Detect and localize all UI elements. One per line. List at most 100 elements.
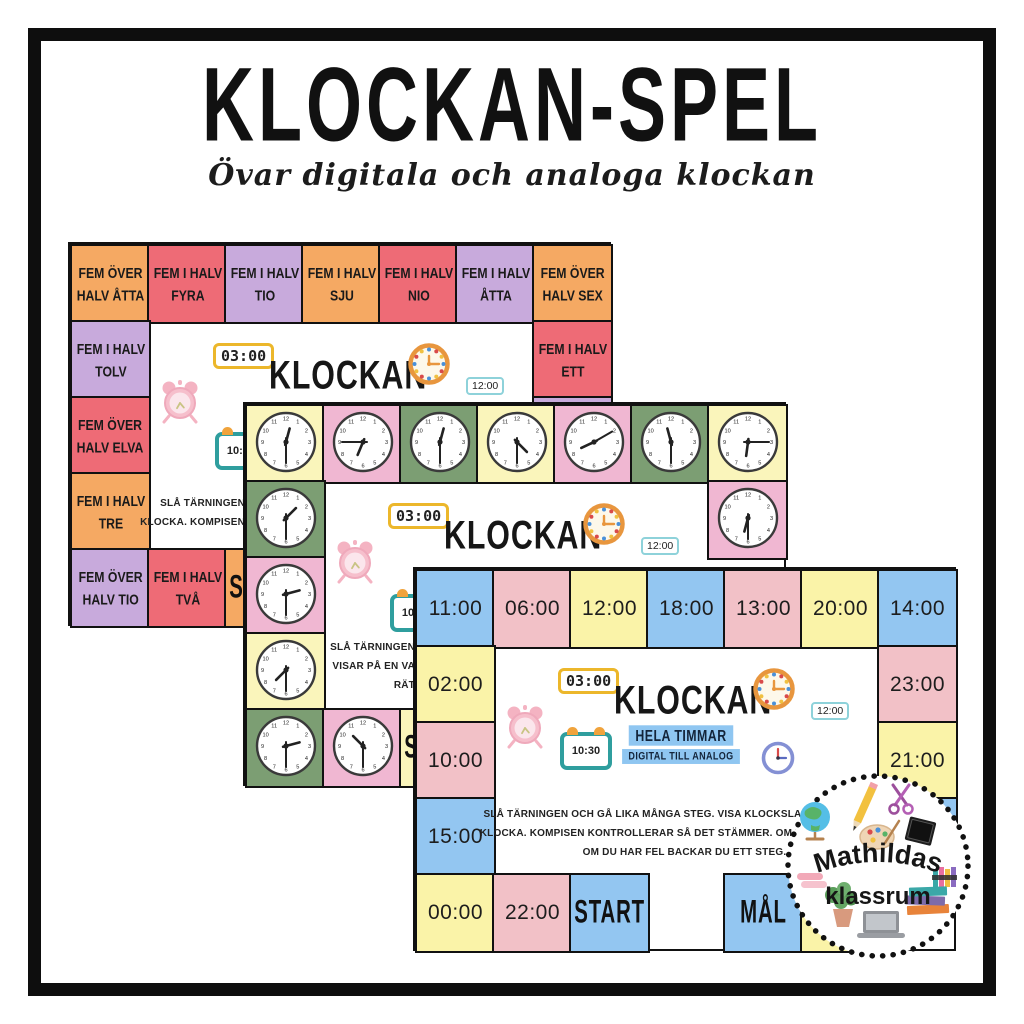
svg-text:5: 5 — [373, 460, 376, 466]
svg-text:11: 11 — [579, 419, 585, 425]
board-cell: 22:00 — [492, 873, 573, 953]
board-title: KLOCKAN — [444, 511, 603, 557]
analog-clock: 1 2 3 4 5 6 7 8 9 10 11 12 — [717, 411, 779, 478]
svg-text:9: 9 — [260, 744, 263, 750]
svg-text:11: 11 — [271, 723, 277, 729]
svg-text:8: 8 — [495, 451, 498, 457]
cell-label: FEM I HALV ÅTTA — [461, 264, 530, 303]
svg-text:3: 3 — [769, 440, 772, 446]
svg-text:1: 1 — [296, 571, 299, 577]
cell-label: FEM I HALV SJU — [307, 264, 376, 303]
svg-text:9: 9 — [260, 668, 263, 674]
cell-time-label: 12:00 — [581, 597, 638, 620]
palette-icon — [859, 819, 901, 850]
svg-text:5: 5 — [296, 612, 299, 618]
svg-text:7: 7 — [580, 460, 583, 466]
cell-label: FEM I HALV FYRA — [153, 264, 222, 303]
svg-text:4: 4 — [381, 451, 384, 457]
svg-text:2: 2 — [304, 656, 307, 662]
logo-art — [902, 803, 914, 815]
svg-text:7: 7 — [734, 460, 737, 466]
cell-time-label: 22:00 — [504, 901, 561, 924]
svg-text:4: 4 — [689, 451, 692, 457]
svg-text:11: 11 — [271, 495, 277, 501]
svg-text:1: 1 — [373, 723, 376, 729]
books-icon — [904, 886, 950, 916]
svg-text:3: 3 — [307, 744, 310, 750]
svg-text:9: 9 — [260, 440, 263, 446]
svg-text:11: 11 — [425, 419, 431, 425]
logo-art — [837, 882, 851, 896]
svg-text:7: 7 — [657, 460, 660, 466]
svg-text:11: 11 — [348, 723, 354, 729]
svg-text:11: 11 — [271, 571, 277, 577]
svg-text:8: 8 — [341, 755, 344, 761]
cell-time-label: 02:00 — [427, 673, 484, 696]
svg-text:5: 5 — [296, 460, 299, 466]
board-instructions: SLÅ TÄRNINGEN KLOCKA. KOMPISEN — [140, 498, 245, 528]
logo-art — [867, 829, 873, 835]
svg-text:10: 10 — [262, 656, 268, 662]
clock-cell: 1 2 3 4 5 6 7 8 9 10 11 12 — [707, 404, 788, 484]
svg-text:1: 1 — [758, 495, 761, 501]
svg-text:3: 3 — [615, 440, 618, 446]
svg-text:2: 2 — [689, 428, 692, 434]
svg-text:6: 6 — [284, 767, 287, 773]
globe-icon — [800, 802, 830, 841]
svg-text:2: 2 — [535, 428, 538, 434]
digital-clock-icon: 03:00 — [213, 343, 275, 369]
svg-text:4: 4 — [381, 755, 384, 761]
svg-text:7: 7 — [734, 536, 737, 542]
laptop-icon — [857, 911, 905, 938]
svg-text:6: 6 — [746, 463, 749, 469]
cell-time-label: 20:00 — [812, 597, 869, 620]
svg-text:3: 3 — [307, 440, 310, 446]
svg-text:6: 6 — [361, 463, 364, 469]
svg-text:7: 7 — [272, 688, 275, 694]
chalkboard-icon — [904, 816, 937, 846]
wall-clock-icon — [583, 503, 625, 550]
board-cell: 12:00 — [569, 569, 650, 649]
cell-time-label: 06:00 — [504, 597, 561, 620]
cell-label: FEM I HALV TIO — [230, 264, 299, 303]
svg-text:6: 6 — [515, 463, 518, 469]
wall-clock-icon — [753, 668, 795, 715]
purple-wall-clock-icon — [761, 741, 795, 780]
small-digital-clock-icon: 12:00 — [466, 377, 505, 395]
svg-text:2: 2 — [304, 732, 307, 738]
analog-clock: 1 2 3 4 5 6 7 8 9 10 11 12 — [255, 411, 317, 478]
svg-text:3: 3 — [461, 440, 464, 446]
cell-label: FEM ÖVER HALV ÅTTA — [76, 264, 145, 303]
board-subtitle-1: HELA TIMMAR — [615, 725, 748, 746]
analog-clock: 1 2 3 4 5 6 7 8 9 10 11 12 — [563, 411, 625, 478]
clock-cell: 1 2 3 4 5 6 7 8 9 10 11 12 — [322, 708, 403, 788]
svg-text:9: 9 — [260, 592, 263, 598]
svg-text:1: 1 — [296, 723, 299, 729]
analog-clock: 1 2 3 4 5 6 7 8 9 10 11 12 — [255, 563, 317, 630]
svg-text:10: 10 — [262, 504, 268, 510]
board-cell: 15:00 — [415, 797, 496, 877]
cell-time-label: 23:00 — [889, 673, 946, 696]
board-cell: 14:00 — [877, 569, 958, 649]
cell-label: FEM I HALV ETT — [538, 340, 607, 379]
board-cell: FEM I HALV TRE — [70, 472, 151, 552]
svg-text:2: 2 — [304, 428, 307, 434]
board-cell: FEM ÖVER HALV TIO — [70, 548, 151, 628]
board-cell: 20:00 — [800, 569, 881, 649]
board-cell: FEM I HALV TIO — [224, 244, 305, 324]
page-subtitle: Övar digitala och analoga klockan — [208, 158, 816, 193]
svg-text:4: 4 — [766, 451, 769, 457]
analog-clock: 1 2 3 4 5 6 7 8 9 10 11 12 — [486, 411, 548, 478]
analog-clock: 1 2 3 4 5 6 7 8 9 10 11 12 — [640, 411, 702, 478]
analog-clock: 1 2 3 4 5 6 7 8 9 10 11 12 — [409, 411, 471, 478]
svg-text:8: 8 — [572, 451, 575, 457]
svg-text:2: 2 — [766, 428, 769, 434]
svg-text:6: 6 — [592, 463, 595, 469]
svg-text:12: 12 — [667, 416, 673, 422]
pencil-icon — [853, 781, 879, 831]
svg-text:10: 10 — [570, 428, 576, 434]
logo-art: klassrum — [825, 883, 930, 910]
svg-text:5: 5 — [758, 460, 761, 466]
svg-text:4: 4 — [304, 527, 307, 533]
cell-label: FEM I HALV NIO — [384, 264, 453, 303]
